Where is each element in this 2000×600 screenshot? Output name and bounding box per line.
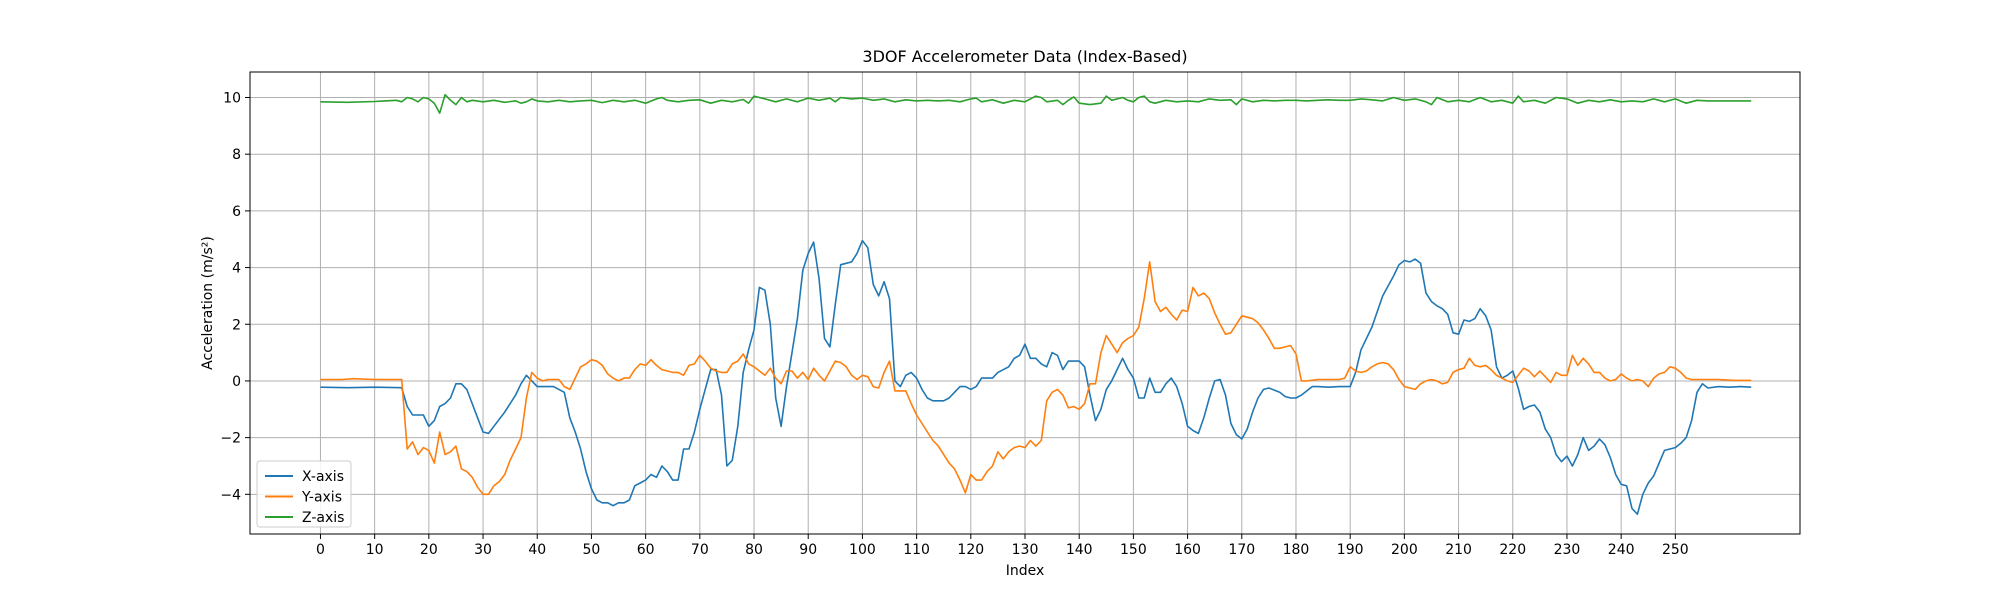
x-tick-label: 250 [1662,542,1689,558]
x-tick-label: 140 [1066,542,1093,558]
series-layer [320,93,1752,515]
x-tick-label: 80 [745,542,763,558]
x-tick-label: 200 [1391,542,1418,558]
y-tick-label: 10 [223,91,241,107]
x-tick-label: 240 [1608,542,1635,558]
legend-label-z-axis: Z-axis [302,510,344,526]
x-tick-label: 120 [957,542,984,558]
y-tick-label: −2 [220,431,241,447]
x-tick-label: 190 [1337,542,1364,558]
chart-title: 3DOF Accelerometer Data (Index-Based) [862,47,1187,66]
x-tick-label: 160 [1174,542,1201,558]
legend-label-x-axis: X-axis [302,469,344,485]
x-axis-title: Index [1006,563,1045,579]
y-tick-label: 6 [232,204,241,220]
x-tick-layer: 0 10 20 30 40 50 60 70 80 90 100 110 120 130 140 150 160… [316,534,1689,558]
y-tick-label: −4 [220,487,241,503]
legend-label-y-axis: Y-axis [301,490,342,506]
legend-entries: X-axis Y-axis Z-axis [265,469,344,526]
y-tick-label: 0 [232,374,241,390]
x-tick-label: 50 [583,542,601,558]
x-tick-label: 170 [1228,542,1255,558]
x-tick-label: 20 [420,542,438,558]
grid-layer [250,72,1800,534]
legend: X-axis Y-axis Z-axis [256,460,352,528]
series-line-y-axis [320,261,1752,496]
x-tick-label: 210 [1445,542,1472,558]
x-tick-label: 0 [316,542,325,558]
x-tick-label: 40 [528,542,546,558]
x-tick-label: 10 [366,542,384,558]
x-tick-label: 130 [1012,542,1039,558]
y-axis-title: Acceleration (m/s²) [200,236,216,370]
y-tick-label: 4 [232,261,241,277]
y-tick-label: 2 [232,317,241,333]
x-tick-label: 110 [903,542,930,558]
x-tick-label: 150 [1120,542,1147,558]
x-tick-label: 70 [691,542,709,558]
y-tick-label: 8 [232,147,241,163]
x-tick-label: 60 [637,542,655,558]
series-line-z-axis [320,93,1752,114]
legend-box [256,460,352,528]
series-line-x-axis [320,239,1752,515]
y-tick-layer: −4 −2 0 2 4 6 8 10 [220,91,250,503]
x-tick-label: 230 [1554,542,1581,558]
x-tick-label: 90 [799,542,817,558]
x-tick-label: 100 [849,542,876,558]
x-tick-label: 30 [474,542,492,558]
x-tick-label: 180 [1283,542,1310,558]
x-tick-label: 220 [1499,542,1526,558]
